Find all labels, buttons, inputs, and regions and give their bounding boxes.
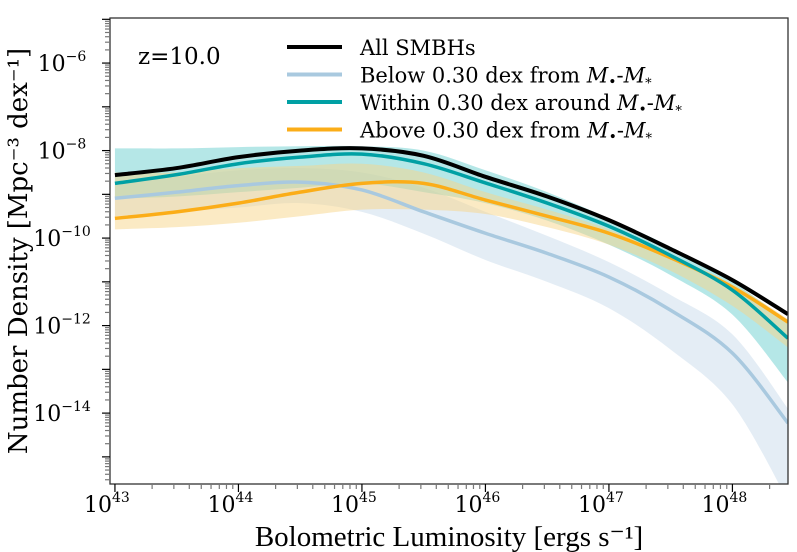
x-tick-label: 1044 (208, 490, 254, 518)
y-axis-title: Number Density [Mpc⁻³ dex⁻¹] (4, 48, 34, 454)
line-series-0 (114, 146, 788, 316)
x-tick-label: 1045 (331, 490, 377, 518)
redshift-annotation: z=10.0 (138, 44, 221, 70)
ticks-layer: 1043 1044 1045 1046 1047 1048 10−6 10−8 10−10 10−… (33, 18, 771, 518)
legend-label-3: Above 0.30 dex from M•-M* (359, 119, 653, 147)
lines-layer (114, 146, 788, 425)
x-tick-label: 1048 (702, 490, 748, 518)
y-tick-label: 10−10 (33, 224, 91, 252)
x-tick-label: 1046 (455, 490, 501, 518)
line-series-1 (114, 180, 788, 425)
y-tick-label: 10−14 (33, 399, 91, 427)
legend: All SMBHs Below 0.30 dex from M•-M*Within… (287, 36, 682, 147)
y-tick-label: 10−6 (38, 49, 87, 77)
legend-label-0: All SMBHs (359, 36, 476, 60)
x-axis-title: Bolometric Luminosity [ergs s⁻¹] (255, 521, 643, 552)
legend-label-1: Below 0.30 dex from M•-M* (360, 64, 652, 92)
bands-layer (114, 145, 788, 484)
legend-label-2: Within 0.30 dex around M•-M* (360, 91, 682, 119)
y-tick-label: 10−8 (38, 137, 87, 165)
plot-frame (109, 17, 789, 485)
x-tick-label: 1047 (578, 490, 624, 518)
band-series-3 (114, 163, 788, 348)
line-series-2 (114, 152, 788, 340)
x-tick-label: 1043 (84, 490, 130, 518)
y-tick-label: 10−12 (33, 312, 91, 340)
